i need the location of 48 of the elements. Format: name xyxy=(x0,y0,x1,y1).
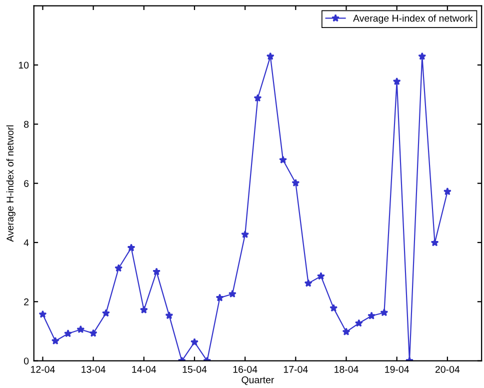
point xyxy=(51,336,60,345)
y-tick-label: 0 xyxy=(24,358,29,364)
point xyxy=(114,264,123,272)
point xyxy=(380,308,388,316)
point xyxy=(228,290,236,298)
point xyxy=(241,230,250,238)
point xyxy=(304,279,312,287)
point xyxy=(190,338,198,346)
point xyxy=(89,329,98,337)
y-axis-title: Average H-index of networl xyxy=(6,125,16,242)
y-tick-label: 4 xyxy=(24,239,29,246)
y-tick-label: 6 xyxy=(24,180,29,187)
point xyxy=(266,52,274,60)
point xyxy=(354,319,363,327)
point xyxy=(392,77,401,86)
point xyxy=(418,52,426,60)
point xyxy=(64,329,72,338)
point xyxy=(165,311,174,320)
x-tick-label: 18-04 xyxy=(334,366,358,373)
y-tick-label: 10 xyxy=(18,62,29,69)
x-tick-label: 13-04 xyxy=(82,366,106,373)
point xyxy=(279,156,288,164)
point xyxy=(254,94,262,102)
point xyxy=(430,238,439,246)
x-tick-label: 12-04 xyxy=(31,366,55,373)
point xyxy=(140,306,148,314)
point xyxy=(316,272,325,280)
point xyxy=(342,328,350,336)
y-tick-label: 8 xyxy=(24,120,29,128)
x-axis-title: Quarter xyxy=(242,376,274,386)
point xyxy=(102,309,110,317)
legend-label: Average H-index of network xyxy=(353,14,473,24)
x-tick-label: 17-04 xyxy=(284,366,308,373)
y-tick-label: 2 xyxy=(24,298,29,306)
point xyxy=(152,268,161,276)
point xyxy=(330,304,338,312)
point xyxy=(76,325,85,333)
x-tick-label: 20-04 xyxy=(435,366,460,373)
point xyxy=(216,294,224,302)
point xyxy=(127,244,136,252)
x-tick-label: 16-04 xyxy=(233,366,258,373)
x-tick-label: 19-04 xyxy=(385,366,409,373)
point xyxy=(38,310,47,318)
point xyxy=(292,178,300,187)
x-tick-label: 14-04 xyxy=(132,366,156,373)
point xyxy=(368,312,376,320)
x-tick-label: 15-04 xyxy=(182,366,207,373)
point xyxy=(443,187,452,196)
